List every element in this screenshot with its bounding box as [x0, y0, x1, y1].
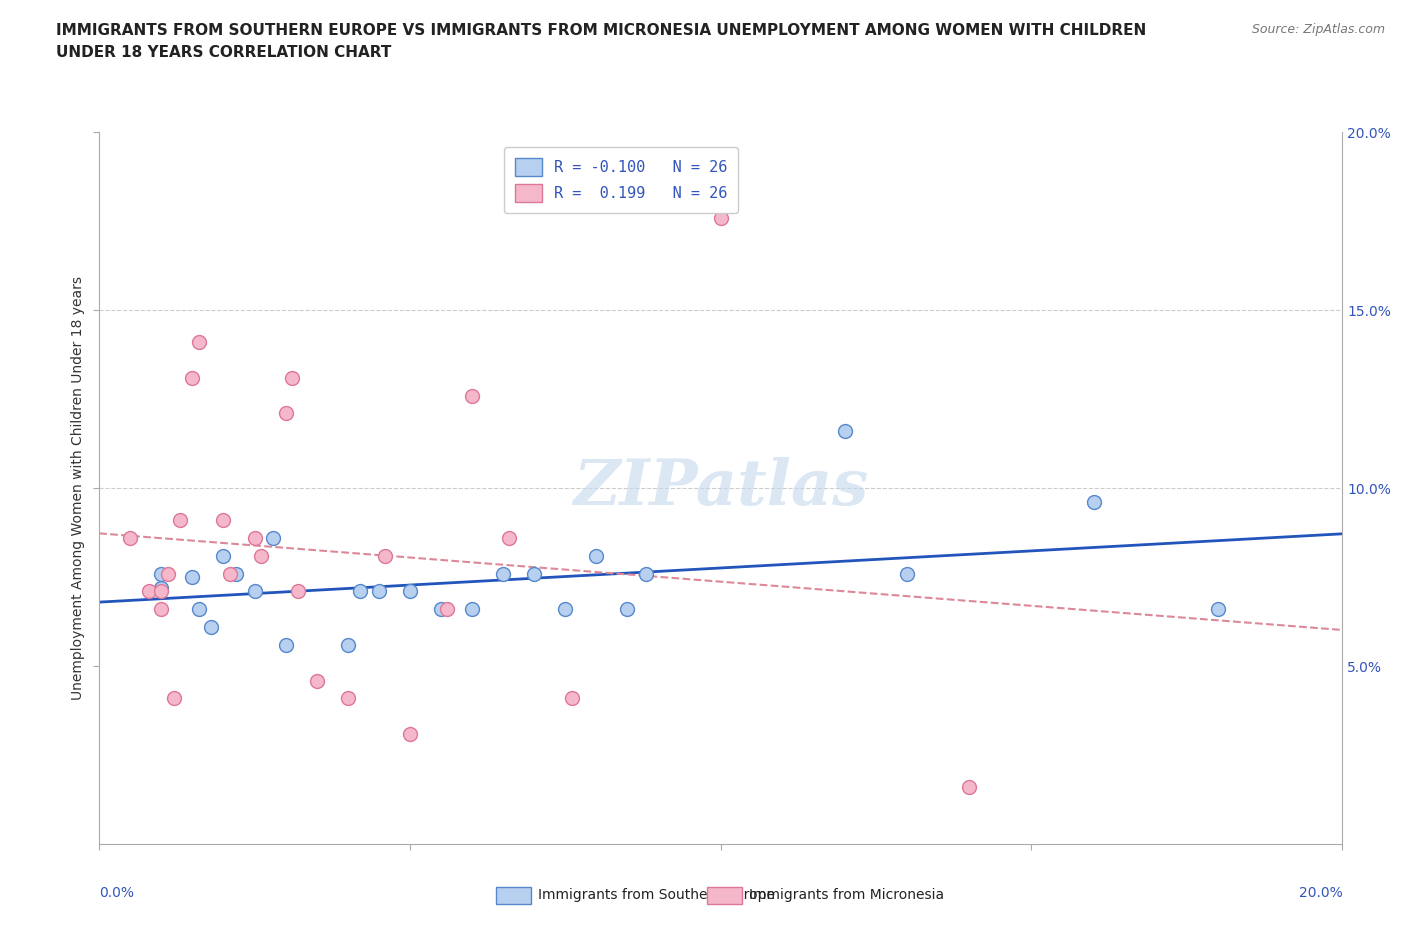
- Immigrants from Micronesia: [249, 549, 271, 564]
- Immigrants from Micronesia: [212, 512, 235, 527]
- Immigrants from Southern Europe: [150, 566, 173, 581]
- Immigrants from Micronesia: [287, 584, 309, 599]
- Immigrants from Southern Europe: [399, 584, 422, 599]
- Immigrants from Micronesia: [957, 780, 980, 795]
- Immigrants from Southern Europe: [461, 602, 484, 617]
- Immigrants from Micronesia: [163, 691, 186, 706]
- Text: Immigrants from Southern Europe: Immigrants from Southern Europe: [538, 888, 775, 902]
- Immigrants from Southern Europe: [492, 566, 515, 581]
- Text: Immigrants from Micronesia: Immigrants from Micronesia: [749, 888, 943, 902]
- Immigrants from Southern Europe: [616, 602, 638, 617]
- Immigrants from Southern Europe: [834, 424, 856, 439]
- Immigrants from Micronesia: [374, 549, 396, 564]
- Immigrants from Southern Europe: [349, 584, 371, 599]
- Text: IMMIGRANTS FROM SOUTHERN EUROPE VS IMMIGRANTS FROM MICRONESIA UNEMPLOYMENT AMONG: IMMIGRANTS FROM SOUTHERN EUROPE VS IMMIG…: [56, 23, 1146, 60]
- Immigrants from Southern Europe: [200, 619, 222, 634]
- Immigrants from Micronesia: [399, 726, 422, 741]
- Immigrants from Micronesia: [150, 584, 173, 599]
- Immigrants from Southern Europe: [554, 602, 576, 617]
- Immigrants from Southern Europe: [262, 531, 284, 546]
- Immigrants from Southern Europe: [187, 602, 209, 617]
- Immigrants from Micronesia: [156, 566, 179, 581]
- Immigrants from Southern Europe: [896, 566, 918, 581]
- Immigrants from Micronesia: [120, 531, 142, 546]
- Immigrants from Southern Europe: [585, 549, 607, 564]
- Immigrants from Southern Europe: [1083, 495, 1105, 510]
- Immigrants from Micronesia: [181, 370, 204, 385]
- Immigrants from Micronesia: [461, 388, 484, 403]
- Legend: R = -0.100   N = 26, R =  0.199   N = 26: R = -0.100 N = 26, R = 0.199 N = 26: [503, 147, 738, 213]
- Immigrants from Southern Europe: [274, 637, 297, 652]
- Immigrants from Southern Europe: [225, 566, 247, 581]
- Immigrants from Southern Europe: [367, 584, 389, 599]
- Text: ZIPatlas: ZIPatlas: [574, 458, 869, 519]
- Text: 20.0%: 20.0%: [1299, 886, 1343, 900]
- Immigrants from Southern Europe: [181, 570, 204, 585]
- Immigrants from Micronesia: [138, 584, 160, 599]
- Immigrants from Southern Europe: [243, 584, 266, 599]
- Immigrants from Micronesia: [710, 210, 733, 225]
- Immigrants from Southern Europe: [636, 566, 658, 581]
- Immigrants from Southern Europe: [523, 566, 546, 581]
- Y-axis label: Unemployment Among Women with Children Under 18 years: Unemployment Among Women with Children U…: [72, 276, 86, 700]
- Text: Source: ZipAtlas.com: Source: ZipAtlas.com: [1251, 23, 1385, 36]
- Immigrants from Micronesia: [169, 512, 191, 527]
- Immigrants from Micronesia: [274, 406, 297, 421]
- Immigrants from Micronesia: [281, 370, 304, 385]
- Immigrants from Southern Europe: [1206, 602, 1229, 617]
- Immigrants from Micronesia: [305, 673, 328, 688]
- Immigrants from Micronesia: [218, 566, 240, 581]
- Immigrants from Micronesia: [150, 602, 173, 617]
- Immigrants from Micronesia: [560, 691, 582, 706]
- Immigrants from Southern Europe: [212, 549, 235, 564]
- Immigrants from Southern Europe: [150, 580, 173, 595]
- Immigrants from Micronesia: [243, 531, 266, 546]
- Text: 0.0%: 0.0%: [100, 886, 134, 900]
- Immigrants from Micronesia: [436, 602, 458, 617]
- Immigrants from Southern Europe: [336, 637, 359, 652]
- Immigrants from Micronesia: [498, 531, 520, 546]
- Immigrants from Micronesia: [187, 335, 209, 350]
- Immigrants from Southern Europe: [430, 602, 453, 617]
- Immigrants from Micronesia: [336, 691, 359, 706]
